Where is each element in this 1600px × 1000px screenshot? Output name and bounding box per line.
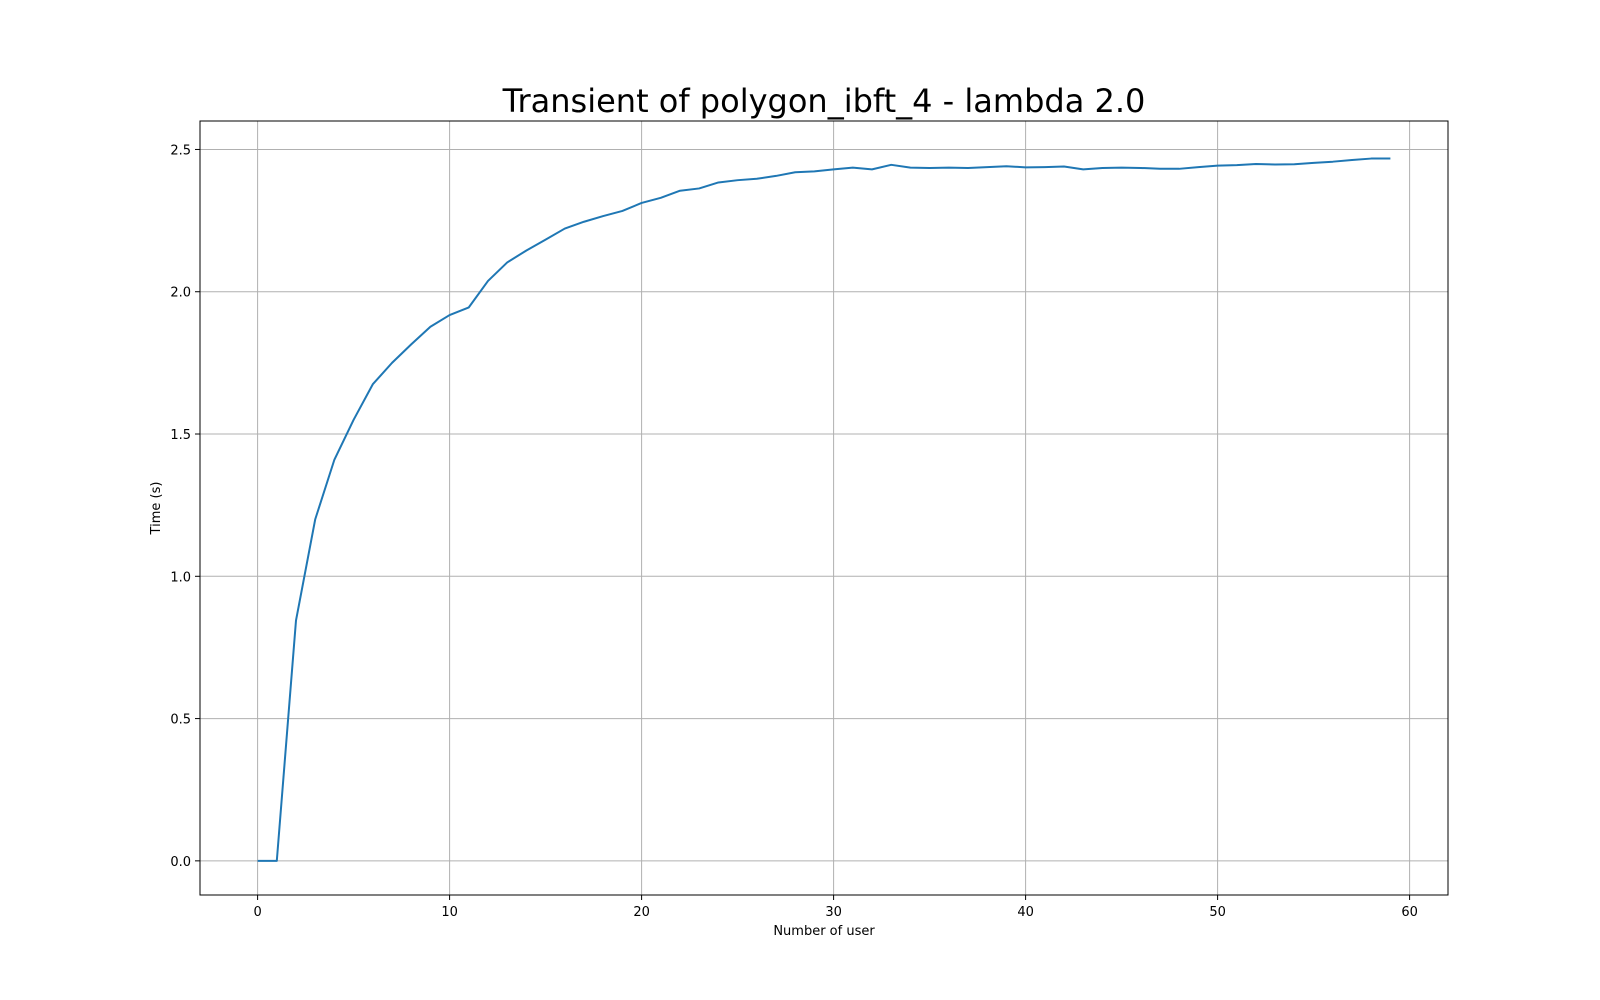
x-tick-label: 50 [1209,905,1226,920]
ticks-layer: 0 10 20 30 40 50 60 0.0 0.5 1.0 1.5 2.0 2.5 [170,143,1418,920]
chart-title: Transient of polygon_ibft_4 - lambda 2.0 [502,82,1146,120]
x-tick-label: 0 [253,905,261,920]
series-layer [257,157,1391,862]
x-tick-label: 30 [825,905,842,920]
series-line [257,157,1391,862]
y-tick-label: 1.5 [170,428,191,443]
y-axis-label: Time (s) [149,482,164,536]
x-tick-label: 20 [633,905,650,920]
plot-frame [199,120,1449,896]
y-tick-label: 2.0 [170,286,191,301]
y-tick-label: 2.5 [170,143,191,158]
y-tick-label: 0.0 [170,855,191,870]
x-tick-label: 40 [1017,905,1034,920]
grid-layer [200,121,1448,895]
y-tick-label: 0.5 [170,713,191,728]
x-axis-label: Number of user [773,924,875,939]
x-tick-label: 10 [441,905,458,920]
y-tick-label: 1.0 [170,570,191,585]
x-tick-label: 60 [1401,905,1418,920]
